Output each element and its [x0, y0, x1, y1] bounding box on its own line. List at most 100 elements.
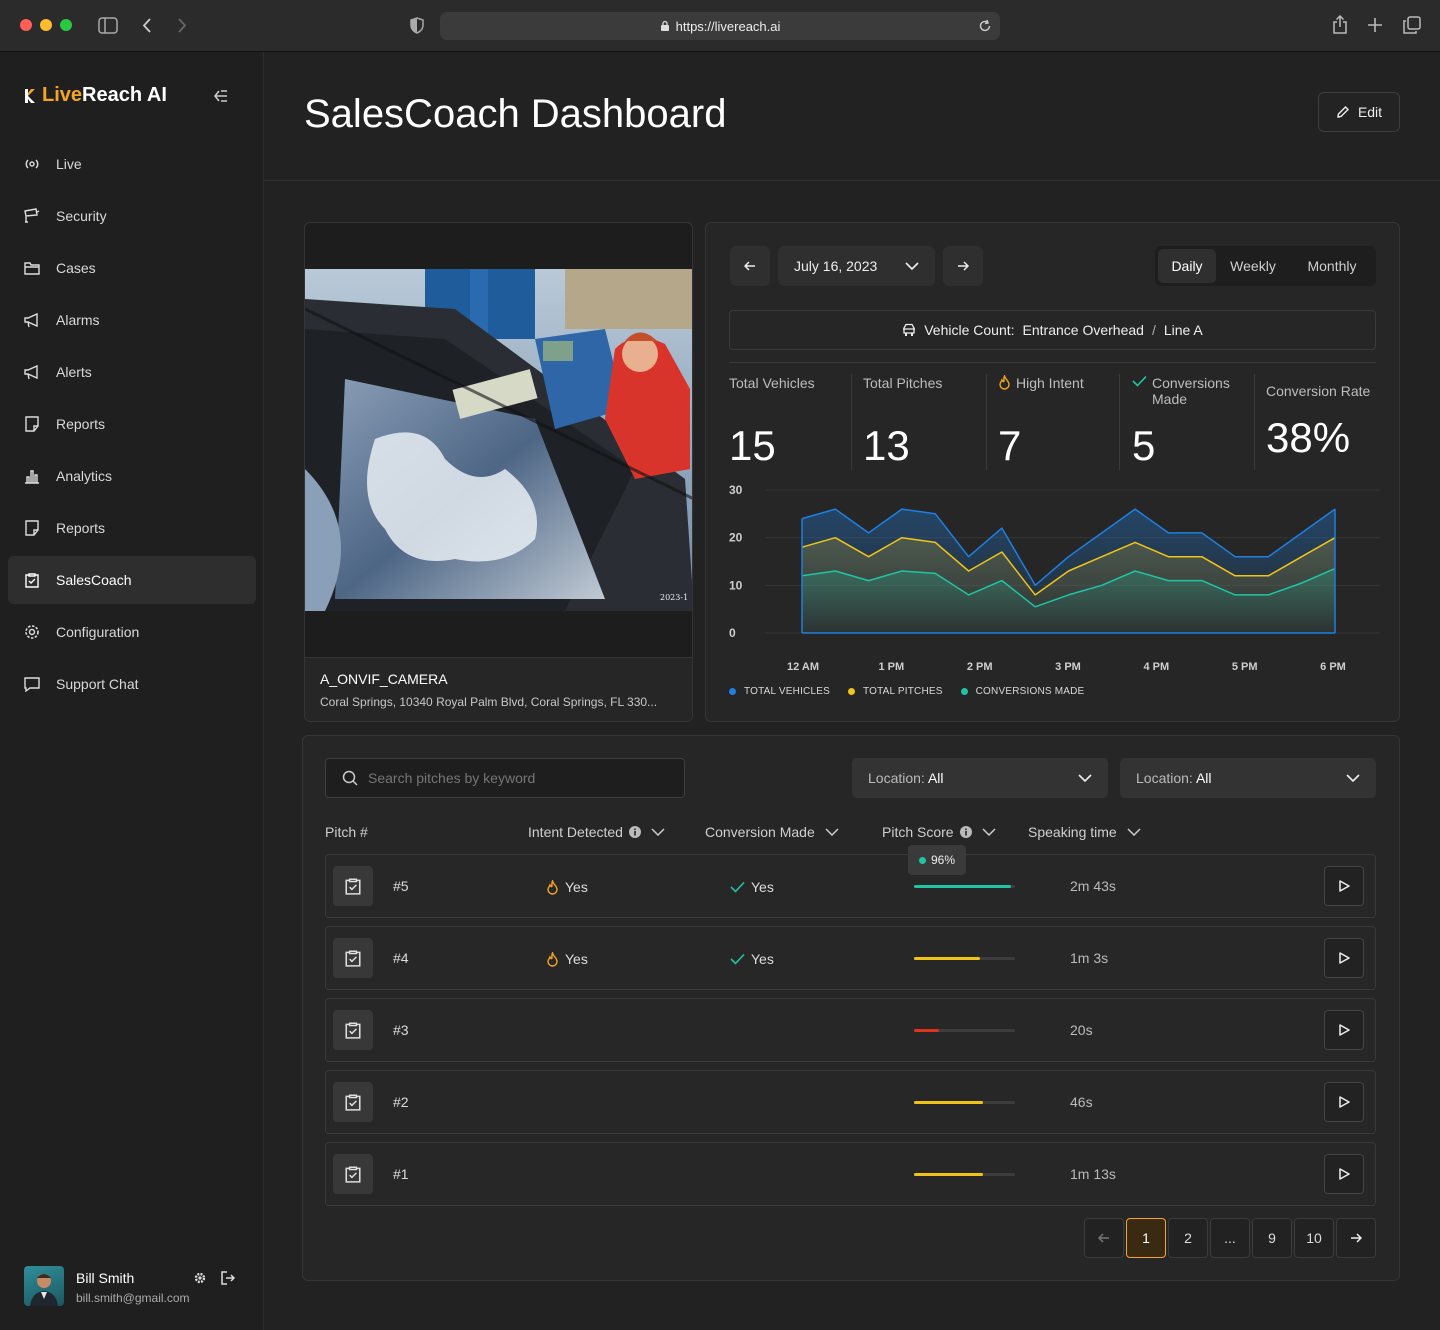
table-row[interactable]: #5 Yes Yes 2m 43s: [325, 854, 1376, 918]
sidebar-item-reports[interactable]: Reports: [8, 400, 256, 448]
chevron-down-icon[interactable]: [1127, 828, 1141, 836]
play-button[interactable]: [1324, 1154, 1364, 1194]
page-button[interactable]: 1: [1126, 1218, 1166, 1258]
column-speaking-time[interactable]: Speaking time: [1028, 824, 1141, 840]
chevron-down-icon[interactable]: [825, 828, 839, 836]
camera-address: Coral Springs, 10340 Royal Palm Blvd, Co…: [320, 695, 658, 709]
camera-feed-image[interactable]: [305, 269, 693, 611]
play-button[interactable]: [1324, 938, 1364, 978]
stat-value-high-intent: 7: [998, 422, 1022, 469]
sidebar-item-security[interactable]: Security: [8, 192, 256, 240]
x-tick-label: 2 PM: [967, 661, 993, 673]
maximize-window-button[interactable]: [60, 19, 72, 31]
x-tick-label: 5 PM: [1232, 661, 1258, 673]
pitch-icon-button[interactable]: [333, 938, 373, 978]
avatar[interactable]: [24, 1266, 64, 1306]
close-window-button[interactable]: [20, 19, 32, 31]
collapse-sidebar-icon[interactable]: [212, 88, 230, 104]
next-page-button[interactable]: [1336, 1218, 1376, 1258]
prev-date-button[interactable]: [730, 246, 770, 286]
tooltip-dot: [918, 856, 926, 864]
share-icon[interactable]: [1332, 15, 1348, 35]
megaphone-icon: [24, 312, 38, 328]
intent-cell: Yes: [546, 951, 588, 967]
speaking-time: 20s: [1070, 1022, 1093, 1038]
pitch-icon-button[interactable]: [333, 866, 373, 906]
legend-label: TOTAL PITCHES: [862, 686, 943, 697]
page-button[interactable]: 10: [1294, 1218, 1334, 1258]
user-settings-icon[interactable]: [193, 1271, 207, 1285]
sidebar-item-cases[interactable]: Cases: [8, 244, 256, 292]
location-filter-1[interactable]: Location: All: [852, 758, 1108, 798]
page-button[interactable]: 9: [1252, 1218, 1292, 1258]
sidebar-item-analytics[interactable]: Analytics: [8, 452, 256, 500]
sidebar-item-label: Security: [56, 208, 107, 224]
pitch-icon-button[interactable]: [333, 1154, 373, 1194]
page-button[interactable]: 2: [1168, 1218, 1208, 1258]
x-tick-label: 4 PM: [1143, 661, 1169, 673]
sidebar-item-salescoach[interactable]: SalesCoach: [8, 556, 256, 604]
column-pitch-score[interactable]: Pitch Score: [882, 824, 996, 840]
period-daily[interactable]: Daily: [1158, 249, 1216, 283]
column-label: Conversion Made: [705, 824, 815, 840]
logout-icon[interactable]: [221, 1271, 235, 1285]
page-button[interactable]: ...: [1210, 1218, 1250, 1258]
minimize-window-button[interactable]: [40, 19, 52, 31]
x-tick-label: 6 PM: [1320, 661, 1346, 673]
pitch-icon-button[interactable]: [333, 1010, 373, 1050]
edit-button[interactable]: Edit: [1318, 92, 1400, 132]
sidebar-item-alerts[interactable]: Alerts: [8, 348, 256, 396]
vehicle-count-location: Entrance Overhead: [1022, 322, 1144, 338]
table-row[interactable]: #3 20s: [325, 998, 1376, 1062]
table-row[interactable]: #2 46s: [325, 1070, 1376, 1134]
check-icon: [1132, 375, 1147, 387]
back-icon[interactable]: [142, 17, 152, 34]
vehicle-count-selector[interactable]: Vehicle Count: Entrance Overhead / Line …: [729, 310, 1376, 350]
x-tick-label: 3 PM: [1055, 661, 1081, 673]
stat-label-conversions: Conversions Made: [1132, 375, 1242, 407]
search-input[interactable]: [368, 770, 668, 786]
play-button[interactable]: [1324, 1010, 1364, 1050]
clipboard-icon: [345, 1094, 361, 1111]
sidebar-item-live[interactable]: Live: [8, 140, 256, 188]
column-intent-detected[interactable]: Intent Detected: [528, 824, 665, 840]
check-icon: [730, 953, 745, 965]
table-row[interactable]: #4 Yes Yes 1m 3s: [325, 926, 1376, 990]
new-tab-icon[interactable]: [1367, 17, 1383, 33]
info-icon[interactable]: [628, 826, 641, 838]
table-row[interactable]: #1 1m 13s: [325, 1142, 1376, 1206]
pitch-number: #4: [393, 950, 409, 966]
chevron-down-icon: [1346, 774, 1360, 782]
period-weekly[interactable]: Weekly: [1230, 258, 1276, 274]
date-picker[interactable]: July 16, 2023: [778, 246, 935, 286]
forward-icon[interactable]: [177, 17, 187, 34]
chevron-down-icon: [905, 262, 919, 270]
chevron-down-icon[interactable]: [651, 828, 665, 836]
app-logo[interactable]: LiveReach AI: [24, 84, 167, 107]
pitch-icon-button[interactable]: [333, 1082, 373, 1122]
sidebar-item-reports[interactable]: Reports: [8, 504, 256, 552]
address-bar[interactable]: https://livereach.ai: [440, 12, 1000, 40]
info-icon[interactable]: [959, 826, 972, 838]
play-button[interactable]: [1324, 866, 1364, 906]
sidebar-item-alarms[interactable]: Alarms: [8, 296, 256, 344]
intent-cell: Yes: [546, 879, 588, 895]
next-date-button[interactable]: [943, 246, 983, 286]
filter-label: Location:: [868, 770, 925, 786]
reload-icon[interactable]: [978, 19, 992, 33]
tabs-overview-icon[interactable]: [1403, 16, 1421, 34]
column-conversion-made[interactable]: Conversion Made: [705, 824, 839, 840]
search-box[interactable]: [325, 758, 685, 798]
shield-icon[interactable]: [410, 17, 424, 34]
period-monthly[interactable]: Monthly: [1307, 258, 1357, 274]
sidebar-item-support-chat[interactable]: Support Chat: [8, 660, 256, 708]
location-filter-2[interactable]: Location: All: [1120, 758, 1376, 798]
arrow-right-icon: [958, 261, 969, 271]
camera-card[interactable]: 2023-1 A_ONVIF_CAMERA Coral Springs, 103…: [304, 222, 693, 722]
live-icon: [25, 159, 39, 169]
prev-page-button[interactable]: [1084, 1218, 1124, 1258]
play-button[interactable]: [1324, 1082, 1364, 1122]
sidebar-item-configuration[interactable]: Configuration: [8, 608, 256, 656]
chevron-down-icon[interactable]: [982, 828, 996, 836]
sidebar-toggle-icon[interactable]: [98, 17, 118, 34]
